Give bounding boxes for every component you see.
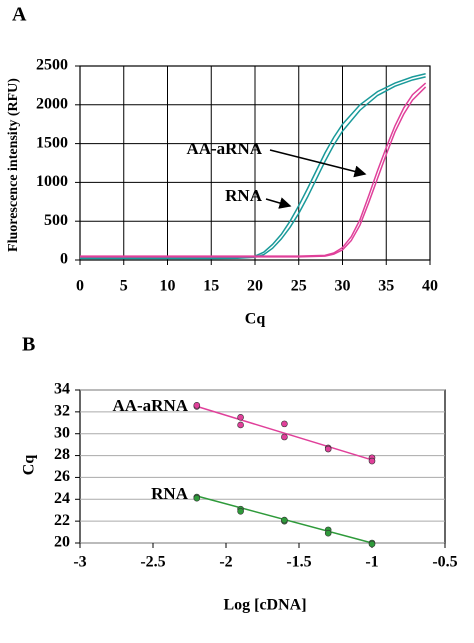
data-point: [193, 494, 201, 502]
x-tick-label: 30: [335, 278, 351, 295]
y-tick-label: 28: [54, 446, 70, 463]
annotation-arrow: [269, 149, 367, 178]
y-tick-label: 24: [54, 490, 70, 507]
amplification-curve: [80, 73, 426, 259]
panel-label: B: [22, 334, 35, 356]
x-tick-label: -1.5: [286, 554, 311, 571]
amplification-curve: [80, 76, 426, 260]
x-tick-label: 0: [76, 278, 84, 295]
y-tick-label: 1000: [36, 173, 68, 190]
x-tick-label: 35: [378, 278, 394, 295]
x-tick-label: 40: [422, 278, 438, 295]
data-point: [281, 420, 288, 428]
amplification-curve: [80, 86, 427, 258]
data-point: [368, 540, 376, 548]
x-tick-label: -3: [73, 554, 86, 571]
data-point: [324, 445, 332, 453]
x-tick-label: -2: [219, 554, 232, 571]
y-tick-label: 2000: [36, 95, 68, 112]
y-axis-label: Cq: [21, 455, 38, 476]
panel-label: A: [12, 4, 27, 26]
x-axis-label: Log [cDNA]: [223, 597, 306, 614]
y-tick-label: 0: [60, 251, 68, 268]
y-tick-label: 500: [44, 212, 68, 229]
amplification-curve: [80, 82, 427, 257]
annotation-arrow: [265, 197, 292, 209]
y-axis-label: Fluorescence intensity (RFU): [6, 78, 21, 252]
data-point: [237, 414, 244, 421]
data-point: [281, 433, 288, 441]
series-annotation: RNA: [225, 186, 263, 205]
data-point: [237, 508, 244, 515]
x-tick-label: -1: [365, 554, 378, 571]
x-tick-label: 25: [291, 278, 307, 295]
data-point: [237, 421, 244, 429]
x-axis-label: Cq: [245, 311, 266, 328]
y-tick-label: 32: [54, 403, 70, 420]
y-tick-label: 34: [54, 381, 70, 398]
series-annotation: RNA: [151, 484, 189, 503]
x-tick-label: 15: [203, 278, 219, 295]
y-tick-label: 26: [54, 468, 70, 485]
x-tick-label: 5: [120, 278, 128, 295]
series-annotation: AA-aRNA: [112, 396, 188, 415]
y-tick-label: 20: [54, 534, 70, 551]
y-tick-label: 30: [54, 424, 70, 441]
x-tick-label: -2.5: [140, 554, 165, 571]
trend-line: [196, 405, 373, 461]
data-point: [193, 401, 201, 409]
y-tick-label: 22: [54, 512, 70, 529]
data-point: [368, 457, 376, 465]
x-tick-label: 20: [247, 278, 263, 295]
data-point: [281, 516, 288, 524]
series-annotation: AA-aRNA: [186, 139, 262, 158]
x-tick-label: 10: [160, 278, 176, 295]
y-tick-label: 1500: [36, 134, 68, 151]
x-tick-label: -0.5: [432, 554, 457, 571]
data-point: [324, 529, 332, 537]
y-tick-label: 2500: [36, 57, 68, 74]
